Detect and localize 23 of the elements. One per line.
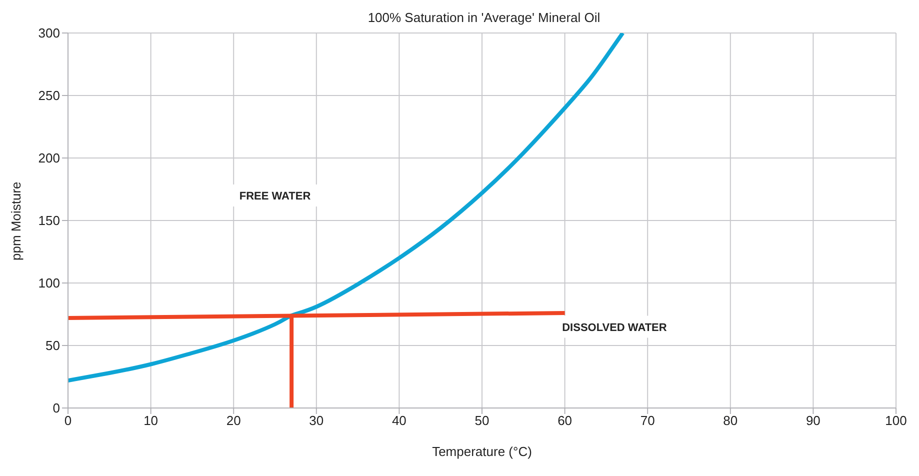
annotation: FREE WATER xyxy=(239,190,311,202)
y-tick-label: 50 xyxy=(46,338,60,354)
y-tick-label: 0 xyxy=(52,400,60,416)
y-tick-label: 250 xyxy=(38,88,60,104)
x-tick-label: 60 xyxy=(558,413,572,428)
x-tick-label: 10 xyxy=(144,413,158,428)
x-tick-label: 20 xyxy=(226,413,241,428)
y-tick-label: 100 xyxy=(38,276,60,291)
chart-title: 100% Saturation in 'Average' Mineral Oil xyxy=(366,10,602,25)
x-tick-label: 0 xyxy=(64,413,72,428)
x-axis-title: Temperature (°C) xyxy=(432,444,532,459)
annotation: DISSOLVED WATER xyxy=(562,322,667,334)
y-tick-label: 150 xyxy=(38,213,60,228)
x-tick-label: 70 xyxy=(640,413,655,428)
x-tick-label: 30 xyxy=(309,413,324,428)
x-tick-label: 40 xyxy=(392,413,406,428)
x-tick-label: 80 xyxy=(723,413,738,428)
y-axis-title: ppm Moisture xyxy=(8,182,24,260)
y-tick-label: 300 xyxy=(38,26,60,41)
y-tick-label: 200 xyxy=(38,150,60,166)
x-tick-label: 90 xyxy=(806,413,820,428)
x-tick-label: 50 xyxy=(474,413,490,428)
x-tick-label: 100 xyxy=(885,413,907,428)
